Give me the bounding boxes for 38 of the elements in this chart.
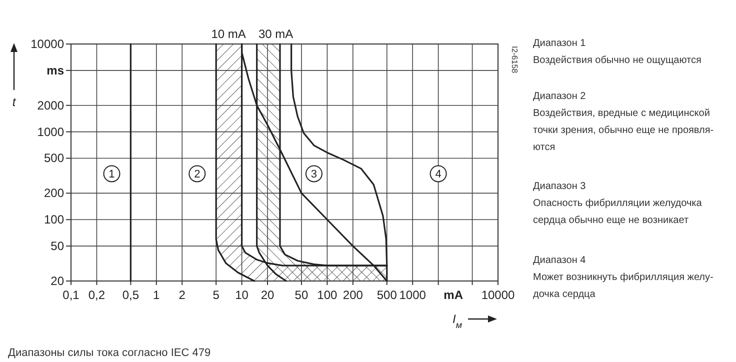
x-tick-label: 10000 [481,288,516,302]
x-tick-label: 50 [294,288,308,302]
x-tick-label: 200 [342,288,364,302]
text: 10 mA [211,27,246,41]
text: Диапазон 1 Воздействия обычно не ощущаются [533,38,702,66]
x-tick-label: 500 [376,288,398,302]
y-tick-label: 200 [44,186,64,200]
annotation: 3 [310,168,318,181]
text: Диапазоны силы тока согласно IEC 479 [8,347,211,359]
y-axis-title: t [12,95,16,109]
x-tick-label: 5 [212,288,220,302]
y-tick-label: 500 [44,151,64,166]
y-tick-label: ms [46,63,64,78]
annotation: 4 [435,168,442,181]
text: mA [444,288,464,302]
y-tick-label: 2000 [37,98,64,112]
x-tick-label: 1 [153,288,160,302]
annotation: 2 [194,168,200,181]
annotation: 1 [108,168,115,181]
x-tick-label: 0,1 [62,288,80,302]
x-tick-label: 0,2 [88,288,106,302]
y-tick-label: 20 [50,274,64,288]
x-tick-label: 1000 [399,288,426,302]
y-tick-label: 10000 [30,37,64,51]
y-tick-label: 100 [44,212,64,227]
x-tick-label: 10 [235,288,249,302]
x-tick-label: 0,5 [122,288,140,302]
x-tick-label: 2 [178,288,186,302]
x-axis-title: I$_{м}$ [452,312,462,330]
text: 30 mA [258,27,294,41]
text: Диапазон 2 Воздействия, вредные с медицинской точки зрения, обычно еще не проявля- ются [533,91,714,153]
text: Диапазон 4 Может возникнуть фибрилляция желу- дочка сердца [533,255,714,300]
y-tick-label: 1000 [37,124,64,139]
text: Диапазон 3 Опасность фибрилляции желудочка сердца обычно еще не возникает [533,181,702,226]
x-tick-label: 20 [260,288,274,302]
text: I2-6158 [510,46,519,74]
y-tick-label: 50 [50,239,64,254]
x-tick-label: 100 [317,288,338,302]
